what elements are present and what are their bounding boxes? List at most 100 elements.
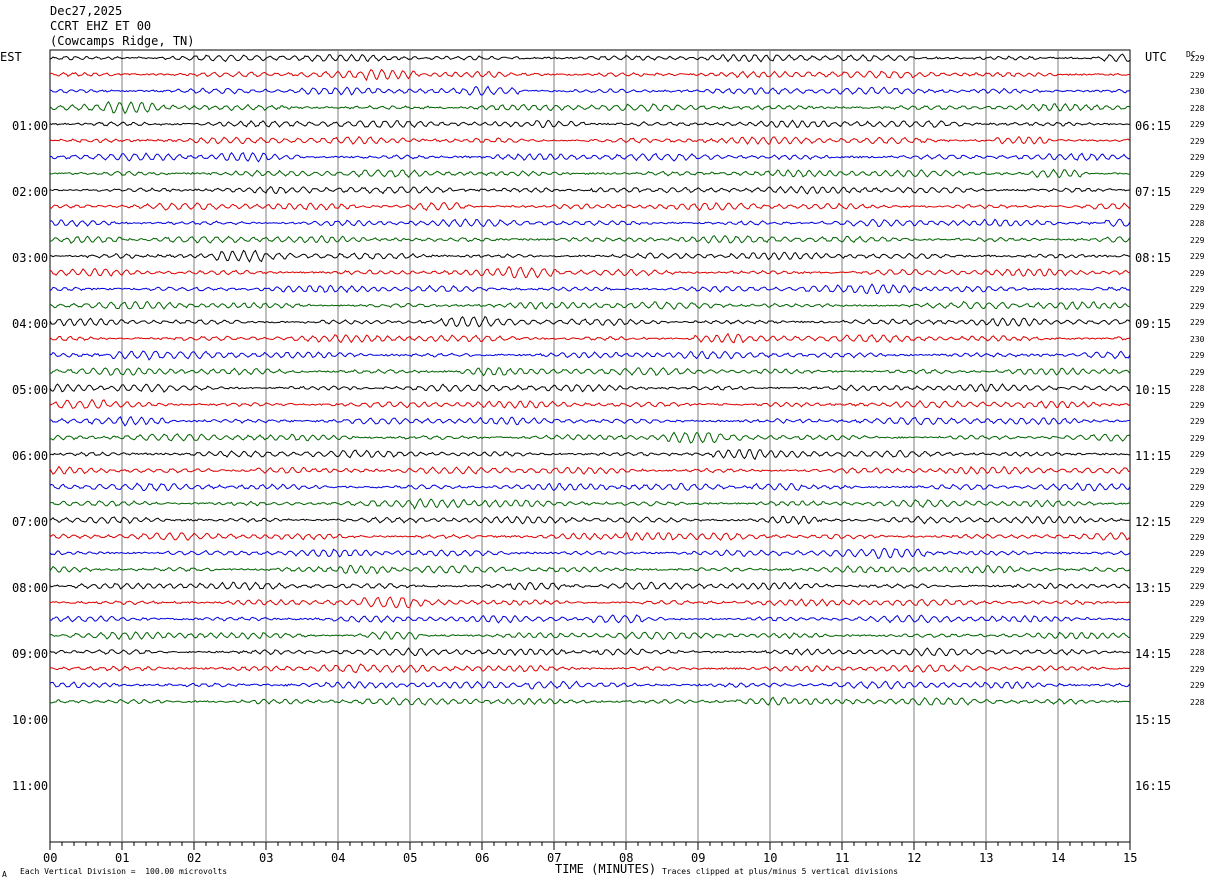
dc-value: 229: [1190, 120, 1205, 129]
station-code: CCRT EHZ ET 00: [50, 19, 152, 33]
dc-value: 229: [1190, 417, 1205, 426]
right-hour-label: 06:15: [1135, 119, 1172, 133]
left-hour-label: 07:00: [12, 515, 49, 529]
x-tick-label: 12: [907, 851, 922, 865]
right-hour-label: 07:15: [1135, 185, 1172, 199]
dc-value: 229: [1190, 252, 1205, 261]
dc-value: 229: [1190, 136, 1205, 146]
dc-value: 229: [1190, 351, 1205, 360]
right-hour-label: 16:15: [1135, 779, 1172, 793]
dc-value: 228: [1190, 648, 1205, 657]
seismic-trace: [49, 465, 1131, 475]
x-tick-label: 04: [331, 851, 346, 865]
seismic-trace: [49, 515, 1131, 526]
seismic-trace: [49, 185, 1131, 195]
seismic-trace: [49, 431, 1131, 444]
dc-value: 229: [1190, 367, 1205, 377]
seismic-trace: [49, 531, 1131, 542]
scale-note: Each Vertical Division = 100.00 microvol…: [20, 867, 228, 876]
x-tick-label: 02: [187, 851, 202, 865]
seismic-trace: [49, 283, 1131, 294]
right-hour-label: 13:15: [1135, 581, 1172, 595]
x-tick-label: 15: [1123, 851, 1138, 865]
seismic-trace: [49, 398, 1131, 409]
x-tick-label: 10: [763, 851, 778, 865]
seismic-trace: [49, 367, 1131, 377]
seismic-trace: [49, 415, 1131, 427]
x-tick-label: 11: [835, 851, 850, 865]
dc-value: 229: [1190, 664, 1205, 674]
dc-value: 230: [1190, 87, 1205, 96]
plot-frame: [49, 49, 1131, 843]
left-hour-label: 06:00: [12, 449, 49, 463]
dc-value: 229: [1190, 615, 1205, 624]
plot-date: Dec27,2025: [50, 4, 123, 18]
dc-value: 230: [1190, 334, 1205, 344]
left-hour-label: 03:00: [12, 251, 49, 265]
dc-value: 229: [1190, 598, 1205, 608]
corner-mark: A: [2, 870, 7, 879]
x-tick-label: 13: [979, 851, 994, 865]
seismic-trace: [49, 631, 1131, 641]
seismic-trace: [49, 449, 1131, 461]
dc-value: 229: [1190, 318, 1205, 327]
seismic-trace: [49, 581, 1131, 591]
seismic-trace: [49, 647, 1131, 657]
seismic-trace: [50, 249, 1131, 263]
station-location: (Cowcamps Ridge, TN): [50, 34, 195, 48]
dc-value: 229: [1190, 153, 1205, 162]
seismic-trace: [49, 265, 1131, 279]
dc-value: 228: [1190, 384, 1205, 393]
dc-value: 229: [1190, 186, 1205, 195]
right-hour-label: 15:15: [1135, 713, 1172, 727]
x-axis-label: TIME (MINUTES): [555, 862, 657, 876]
left-timezone-label: EST: [0, 50, 22, 64]
dc-value: 229: [1190, 54, 1205, 63]
seismic-trace: [49, 234, 1131, 244]
dc-value: 229: [1190, 516, 1205, 525]
dc-header-label: DC: [1186, 50, 1196, 59]
clip-note: Traces clipped at plus/minus 5 vertical …: [662, 867, 899, 876]
left-hour-label: 02:00: [12, 185, 49, 199]
dc-value: 229: [1190, 466, 1205, 476]
seismic-trace: [49, 135, 1131, 146]
left-hour-label: 11:00: [12, 779, 49, 793]
dc-value: 228: [1190, 697, 1205, 707]
seismic-trace: [49, 596, 1131, 609]
x-tick-label: 00: [43, 851, 58, 865]
seismic-trace: [49, 498, 1131, 510]
x-tick-label: 01: [115, 851, 130, 865]
dc-value: 229: [1190, 499, 1205, 509]
seismic-trace: [49, 383, 1131, 393]
seismic-trace: [49, 350, 1131, 361]
x-tick-label: 09: [691, 851, 706, 865]
seismic-trace: [49, 201, 1131, 212]
right-hour-label: 09:15: [1135, 317, 1172, 331]
dc-value: 229: [1190, 565, 1205, 575]
x-tick-label: 06: [475, 851, 490, 865]
right-timezone-label: UTC: [1145, 50, 1167, 64]
left-hour-label: 10:00: [12, 713, 49, 727]
dc-value: 229: [1190, 202, 1205, 212]
right-hour-label: 11:15: [1135, 449, 1172, 463]
seismic-trace: [49, 332, 1131, 344]
dc-value: 229: [1190, 532, 1205, 542]
left-hour-label: 09:00: [12, 647, 49, 661]
dc-value: 229: [1190, 268, 1205, 278]
seismic-trace: [49, 100, 1131, 115]
left-hour-label: 04:00: [12, 317, 49, 331]
seismic-trace: [49, 663, 1131, 674]
left-hour-label: 05:00: [12, 383, 49, 397]
left-hour-label: 01:00: [12, 119, 49, 133]
right-hour-label: 14:15: [1135, 647, 1172, 661]
seismic-trace: [49, 300, 1131, 311]
seismic-trace: [49, 119, 1131, 129]
dc-value: 229: [1190, 301, 1205, 311]
right-hour-label: 08:15: [1135, 251, 1172, 265]
right-hour-label: 10:15: [1135, 383, 1172, 397]
dc-value: 229: [1190, 169, 1205, 179]
x-tick-label: 07: [547, 851, 562, 865]
dc-value: 229: [1190, 631, 1205, 641]
seismic-trace: [49, 53, 1131, 63]
